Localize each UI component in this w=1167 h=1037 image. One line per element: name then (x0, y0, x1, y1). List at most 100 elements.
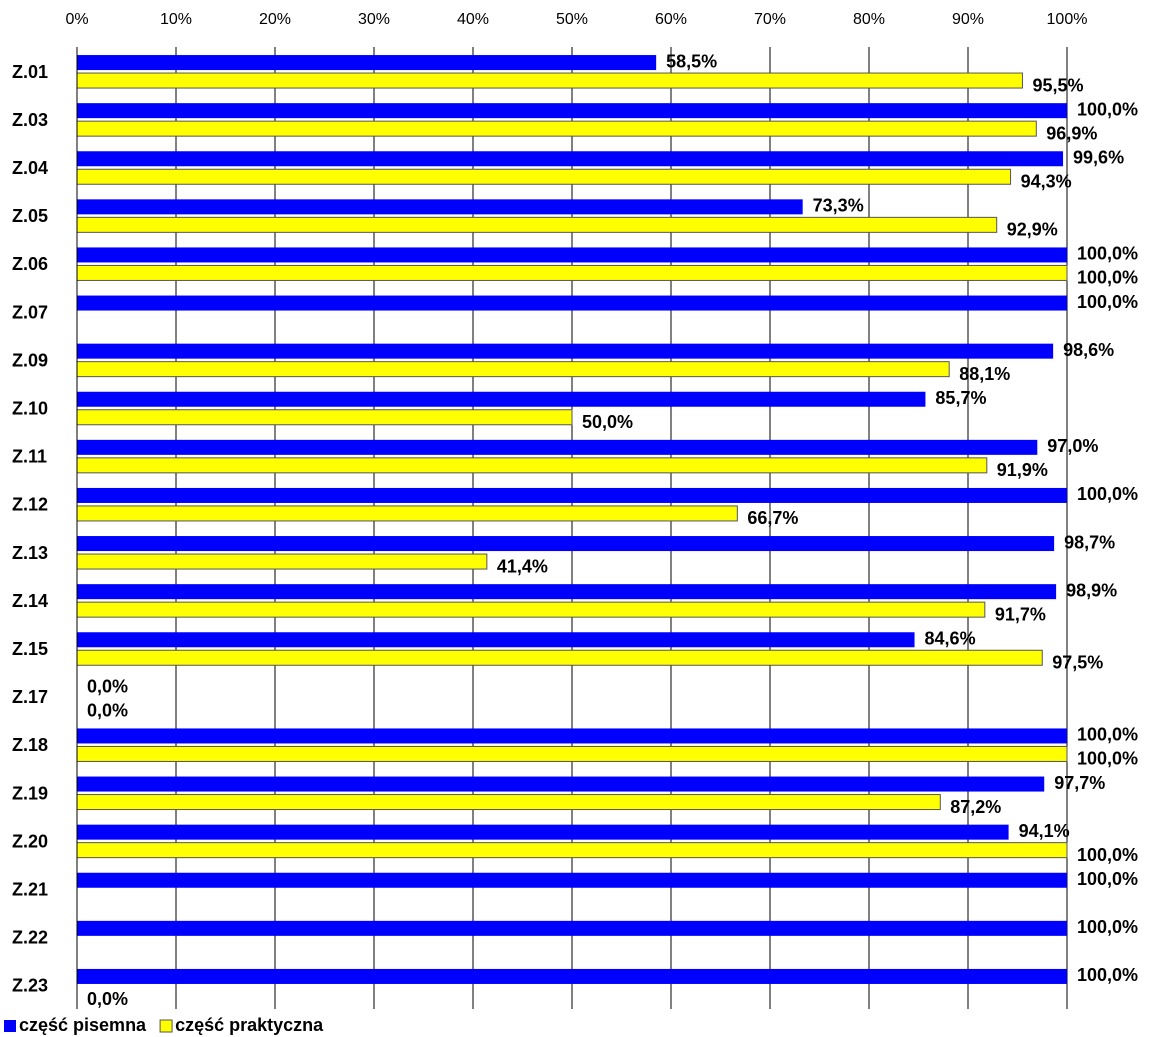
value-label: 100,0% (1077, 244, 1138, 264)
value-label: 58,5% (666, 51, 717, 71)
bar (76, 216, 998, 233)
bar (76, 168, 1012, 185)
value-label: 100,0% (1077, 869, 1138, 889)
bar (76, 120, 1037, 137)
value-label: 0,0% (87, 701, 128, 721)
value-label: 100,0% (1077, 917, 1138, 937)
x-tick-label: 100% (1047, 11, 1088, 28)
y-tick-label: Z.17 (12, 687, 48, 707)
y-tick-label: Z.23 (12, 976, 48, 996)
value-label: 100,0% (1077, 484, 1138, 504)
bar (76, 361, 950, 378)
y-tick-label: Z.15 (12, 639, 48, 659)
bar (77, 247, 1067, 263)
y-tick-label: Z.20 (12, 831, 48, 851)
bar (77, 776, 1045, 792)
y-tick-label: Z.09 (12, 350, 48, 370)
bar (77, 632, 915, 648)
value-label: 73,3% (813, 196, 864, 216)
x-tick-label: 80% (853, 11, 885, 28)
bar (76, 264, 1068, 281)
bar (77, 536, 1055, 552)
bar (77, 584, 1057, 600)
bar (77, 151, 1064, 167)
bar (76, 649, 1043, 666)
bar (77, 920, 1067, 936)
x-tick-label: 20% (259, 11, 291, 28)
value-label: 100,0% (1077, 268, 1138, 288)
value-label: 85,7% (935, 388, 986, 408)
y-tick-label: Z.19 (12, 783, 48, 803)
y-tick-label: Z.07 (12, 302, 48, 322)
bar (77, 824, 1009, 840)
bar (77, 968, 1067, 984)
y-tick-label: Z.10 (12, 399, 48, 419)
value-label: 87,2% (950, 797, 1001, 817)
value-label: 92,9% (1007, 220, 1058, 240)
value-label: 41,4% (497, 556, 548, 576)
value-label: 84,6% (925, 629, 976, 649)
bar (76, 457, 988, 474)
value-label: 0,0% (87, 677, 128, 697)
value-label: 98,6% (1063, 340, 1114, 360)
y-tick-label: Z.04 (12, 158, 48, 178)
value-label: 100,0% (1077, 725, 1138, 745)
value-label: 95,5% (1032, 75, 1083, 95)
bar (76, 409, 573, 426)
value-label: 91,7% (995, 604, 1046, 624)
legend-swatch (159, 1019, 173, 1033)
y-tick-label: Z.12 (12, 495, 48, 515)
x-tick-label: 70% (754, 11, 786, 28)
value-label: 66,7% (747, 508, 798, 528)
bar (76, 745, 1068, 762)
y-tick-label: Z.21 (12, 880, 48, 900)
bar (77, 343, 1054, 359)
y-tick-label: Z.11 (12, 447, 47, 467)
bar (76, 72, 1023, 89)
value-label: 100,0% (1077, 292, 1138, 312)
bar (77, 391, 926, 407)
x-tick-label: 60% (655, 11, 687, 28)
bar (77, 55, 657, 71)
bar (77, 487, 1067, 503)
y-tick-label: Z.18 (12, 735, 48, 755)
value-label: 94,1% (1019, 821, 1070, 841)
value-label: 94,3% (1021, 172, 1072, 192)
value-label: 91,9% (997, 460, 1048, 480)
value-label: 96,9% (1046, 123, 1097, 143)
bar (77, 295, 1067, 311)
value-label: 97,0% (1047, 436, 1098, 456)
bar (76, 601, 986, 618)
bar (77, 728, 1067, 744)
x-tick-label: 50% (556, 11, 588, 28)
value-label: 97,7% (1054, 773, 1105, 793)
bar (77, 199, 803, 215)
x-tick-label: 0% (65, 11, 88, 28)
value-label: 97,5% (1052, 653, 1103, 673)
x-tick-label: 40% (457, 11, 489, 28)
x-tick-label: 10% (160, 11, 192, 28)
bar (77, 439, 1038, 455)
value-label: 99,6% (1073, 148, 1124, 168)
value-label: 100,0% (1077, 965, 1138, 985)
x-tick-label: 30% (358, 11, 390, 28)
value-label: 100,0% (1077, 99, 1138, 119)
y-tick-label: Z.05 (12, 206, 48, 226)
y-tick-label: Z.13 (12, 543, 48, 563)
value-label: 100,0% (1077, 845, 1138, 865)
value-label: 100,0% (1077, 749, 1138, 769)
bar (76, 505, 738, 522)
value-label: 0,0% (87, 989, 128, 1009)
legend-swatch (4, 1020, 16, 1032)
value-label: 98,9% (1066, 580, 1117, 600)
legend-label: część praktyczna (175, 1015, 324, 1035)
bar (77, 872, 1067, 888)
x-tick-label: 90% (952, 11, 984, 28)
legend-label: część pisemna (19, 1015, 147, 1035)
bar (76, 794, 941, 811)
bar (76, 553, 488, 570)
value-label: 98,7% (1064, 532, 1115, 552)
y-tick-label: Z.03 (12, 110, 48, 130)
y-tick-label: Z.06 (12, 254, 48, 274)
